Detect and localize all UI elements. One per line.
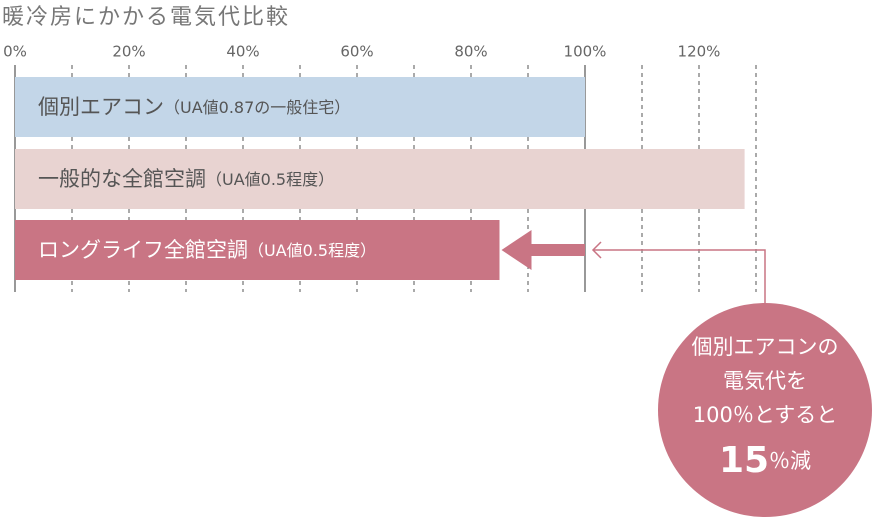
bar-label: ロングライフ全館空調（UA値0.5程度） xyxy=(38,238,376,262)
annotation-result: 15％減 xyxy=(719,440,811,481)
connector-line xyxy=(593,249,766,303)
x-tick-label: 60% xyxy=(340,43,373,61)
category-label: 一般的な全館空調 xyxy=(38,167,206,191)
category-note: （UA値0.87の一般住宅） xyxy=(164,98,350,117)
category-label: ロングライフ全館空調 xyxy=(38,238,248,262)
annotation-text: 個別エアコンの xyxy=(692,335,839,359)
bar-label: 個別エアコン（UA値0.87の一般住宅） xyxy=(38,95,350,119)
x-tick-label: 0% xyxy=(3,43,27,61)
annotation-suffix: ％減 xyxy=(769,449,811,473)
bar xyxy=(15,220,500,280)
annotation-text: 電気代を xyxy=(723,369,807,393)
x-tick-label: 20% xyxy=(112,43,145,61)
category-note: （UA値0.5程度） xyxy=(206,170,334,189)
chart-title: 暖冷房にかかる電気代比較 xyxy=(2,5,290,30)
annotation-circle xyxy=(658,303,872,517)
annotation-big: 15 xyxy=(719,440,769,481)
category-note: （UA値0.5程度） xyxy=(248,241,376,260)
x-tick-label: 40% xyxy=(226,43,259,61)
bar xyxy=(15,77,585,137)
connector-arrowhead xyxy=(591,241,602,259)
x-tick-label: 80% xyxy=(454,43,487,61)
category-label: 個別エアコン xyxy=(38,95,164,119)
bar xyxy=(15,149,745,209)
x-tick-label: 100% xyxy=(564,43,607,61)
x-tick-label: 120% xyxy=(678,43,721,61)
annotation-text: 100％とすると xyxy=(693,403,837,427)
bar-label: 一般的な全館空調（UA値0.5程度） xyxy=(38,167,334,191)
reduction-arrow xyxy=(501,230,585,270)
